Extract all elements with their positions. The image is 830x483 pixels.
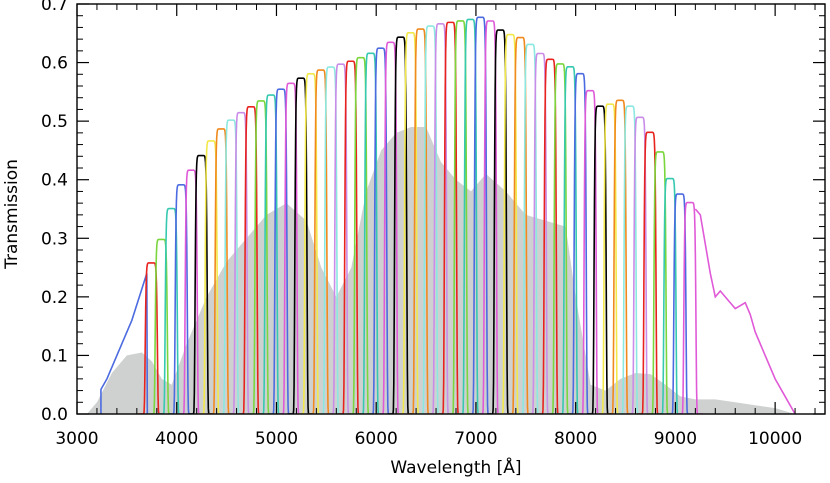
plot-clip-group [86, 16, 796, 414]
filter-curve-40 [527, 52, 554, 414]
filter-curve-53 [656, 177, 684, 414]
y-tick-label: 0.5 [41, 112, 68, 132]
filter-curve-6 [187, 154, 215, 414]
filter-curve-35 [477, 20, 504, 414]
filter-curve-52 [646, 151, 674, 414]
y-tick-label: 0.4 [41, 171, 68, 191]
y-tick-label: 0.3 [41, 229, 68, 249]
filter-curve-14 [267, 88, 295, 414]
filter-curve-tail [694, 208, 796, 414]
y-tick-label: 0.2 [41, 288, 68, 308]
y-tick-label: 0.7 [41, 0, 68, 15]
filter-curve-37 [497, 33, 524, 414]
y-tick-label: 0.6 [41, 54, 68, 74]
filter-curve-50 [626, 116, 654, 414]
filter-curve-11 [237, 105, 265, 414]
x-tick-label: 9000 [654, 429, 697, 449]
filter-curve-21 [337, 60, 364, 414]
filter-curve-32 [447, 20, 474, 414]
filter-curve-29 [417, 25, 444, 414]
filter-curve-25 [377, 41, 404, 414]
x-tick-label: 4000 [155, 429, 198, 449]
filter-curve-42 [546, 63, 574, 414]
filter-curve-43 [556, 66, 584, 414]
filter-curve-19 [317, 66, 344, 414]
filter-curve-24 [367, 47, 394, 414]
filter-curve-9 [217, 119, 245, 414]
filter-curve-38 [507, 36, 534, 414]
x-tick-label: 7000 [454, 429, 497, 449]
plot-frame [76, 3, 826, 415]
filter-curve-23 [357, 52, 384, 414]
filter-curve-18 [307, 69, 334, 414]
filter-curve-27 [397, 31, 424, 414]
filter-curve-4 [168, 184, 195, 414]
filter-curve-28 [407, 28, 434, 414]
filter-curve-39 [517, 43, 544, 414]
filter-curve-15 [277, 82, 305, 414]
filter-curve-33 [457, 18, 484, 414]
axes: 3000 4000 5000 6000 7000 8000 9000 10000 0.0 0.1 0… [41, 0, 826, 449]
filter-curve-47 [596, 103, 624, 414]
x-axis-title: Wavelength [Å] [390, 456, 521, 478]
filter-curve-51 [636, 131, 664, 414]
y-tick-label: 0.0 [41, 405, 68, 425]
filter-curve-49 [616, 105, 644, 414]
x-tick-label: 8000 [554, 429, 597, 449]
filter-curve-41 [537, 58, 564, 414]
filter-curve-5 [177, 169, 205, 414]
filter-curve-26 [387, 36, 414, 414]
filter-curve-13 [257, 94, 285, 414]
filter-curve-2 [148, 238, 175, 414]
filter-curve-34 [467, 16, 494, 414]
y-axis-title: Transmission [2, 159, 22, 270]
filter-curve-44 [566, 72, 594, 414]
filter-curve-54 [666, 193, 693, 414]
filter-curve-16 [287, 77, 315, 414]
filter-curve-45 [576, 89, 604, 414]
filter-curve-3 [158, 207, 185, 414]
filter-curve-48 [606, 99, 634, 414]
x-tick-label: 6000 [355, 429, 398, 449]
filter-curve-10 [227, 111, 255, 414]
filter-curve-55 [676, 201, 703, 414]
filter-curve-31 [437, 21, 464, 414]
x-tick-label: 10000 [748, 429, 802, 449]
filter-curve-22 [347, 56, 374, 414]
x-tick-label: 5000 [255, 429, 298, 449]
filter-curve-36 [487, 29, 514, 414]
filter-curve-12 [247, 100, 275, 414]
filter-curve-1 [138, 262, 165, 414]
plot-area [86, 16, 796, 414]
filter-curve-46 [586, 105, 614, 414]
filter-curve-17 [297, 72, 324, 414]
filter-curve-8 [207, 128, 235, 414]
y-tick-label: 0.1 [41, 346, 68, 366]
x-tick-label: 3000 [55, 429, 98, 449]
filter-curve-7 [197, 140, 225, 414]
filter-curve-30 [427, 23, 454, 414]
filter-curve-20 [327, 63, 354, 414]
filter-curve-blue-edge [100, 273, 149, 414]
